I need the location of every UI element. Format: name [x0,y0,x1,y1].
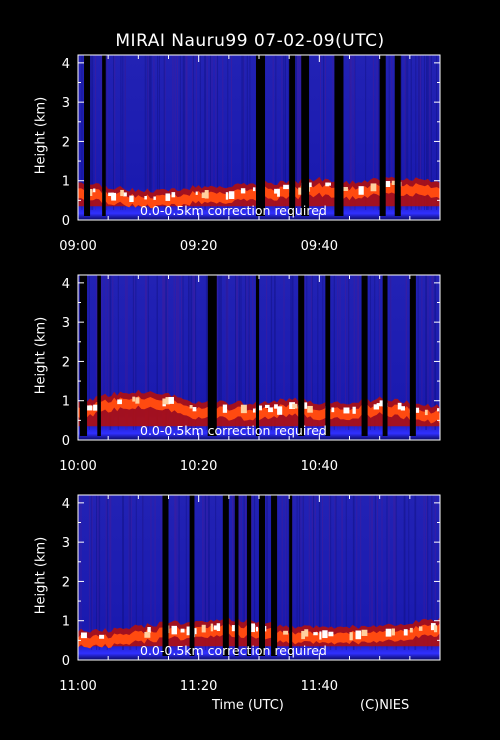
signal-dropout-3-4 [234,495,239,656]
y-tick-label-2-2: 2 [62,355,70,370]
signal-dropout-1-3 [255,55,266,216]
y-tick-label-3-3: 3 [62,536,70,551]
y-tick-label-2-3: 3 [62,316,70,331]
x-tick-label-2-1: 10:00 [59,459,96,474]
panel-1: 0.0-0.5km correction required 0 1 2 3 4 09:00 0… [0,0,500,250]
signal-dropout-3-3 [222,495,229,656]
y-tick-label-1-1: 1 [62,175,70,190]
signal-dropout-1-5 [301,55,310,216]
y-tick-label-3-2: 2 [62,575,70,590]
signal-dropout-2-1 [79,275,88,436]
y-tick-label-1-3: 3 [62,96,70,111]
x-tick-label-2-3: 10:40 [301,459,338,474]
signal-dropout-1-7 [379,55,386,216]
signal-dropout-3-8 [289,495,293,656]
signal-dropout-2-5 [298,275,305,436]
signal-dropout-3-1 [162,495,169,656]
page-title: MIRAI Nauru99 07-02-09(UTC) [115,31,385,51]
signal-dropout-2-2 [97,275,101,436]
chart-3: 0.0-0.5km correction required 0 1 2 3 4 11:00 1… [59,494,441,694]
signal-dropout-2-9 [409,275,416,436]
signal-dropout-3-6 [259,495,266,656]
y-tick-label-1-0: 0 [62,214,70,229]
y-tick-label-3-4: 4 [62,497,70,512]
cloud-highlights-2 [87,396,440,416]
y-tick-label-2-0: 0 [62,434,70,449]
y-axis-label-3: Height (km) [33,536,49,615]
x-tick-label-3-3: 11:40 [301,679,338,694]
x-tick-label-1-2: 09:20 [180,239,217,250]
x-tick-label-1-3: 09:40 [301,239,338,250]
signal-dropout-1-4 [289,55,296,216]
signal-dropout-2-4 [255,275,259,436]
x-axis-title: Time (UTC) [212,698,284,713]
x-tick-label-1-1: 09:00 [59,239,96,250]
correction-note-2: 0.0-0.5km correction required [140,423,327,438]
y-tick-label-3-0: 0 [62,654,70,669]
y-tick-label-1-4: 4 [62,57,70,72]
signal-dropout-2-6 [325,275,331,436]
signal-dropout-2-8 [382,275,388,436]
y-tick-label-2-4: 4 [62,277,70,292]
y-tick-label-1-2: 2 [62,135,70,150]
signal-dropout-2-3 [207,275,217,436]
chart-1: 0.0-0.5km correction required 0 1 2 3 4 09:00 0… [59,54,441,250]
signal-dropout-2-7 [361,275,368,436]
panel-2: 0.0-0.5km correction required 0 1 2 3 4 10:00 1… [34,274,441,474]
y-tick-label-2-1: 1 [62,395,70,410]
panel-3: 0.0-0.5km correction required 0 1 2 3 4 11:00 1… [33,494,441,694]
x-tick-label-3-2: 11:20 [180,679,217,694]
x-tick-label-2-2: 10:20 [180,459,217,474]
signal-dropout-3-5 [246,495,252,656]
signal-dropout-1-2 [102,55,106,216]
y-tick-label-3-1: 1 [62,615,70,630]
credit-label: (C)NIES [360,698,410,713]
signal-dropout-1-6 [334,55,344,216]
signal-dropout-1-8 [394,55,401,216]
x-tick-label-3-1: 11:00 [59,679,96,694]
signal-dropout-1-1 [84,55,91,216]
signal-dropout-3-7 [271,495,278,656]
correction-note-1: 0.0-0.5km correction required [140,203,327,218]
chart-2: 0.0-0.5km correction required 0 1 2 3 4 10:00 1… [59,274,441,474]
signal-dropout-3-2 [189,495,195,656]
correction-note-3: 0.0-0.5km correction required [140,643,327,658]
